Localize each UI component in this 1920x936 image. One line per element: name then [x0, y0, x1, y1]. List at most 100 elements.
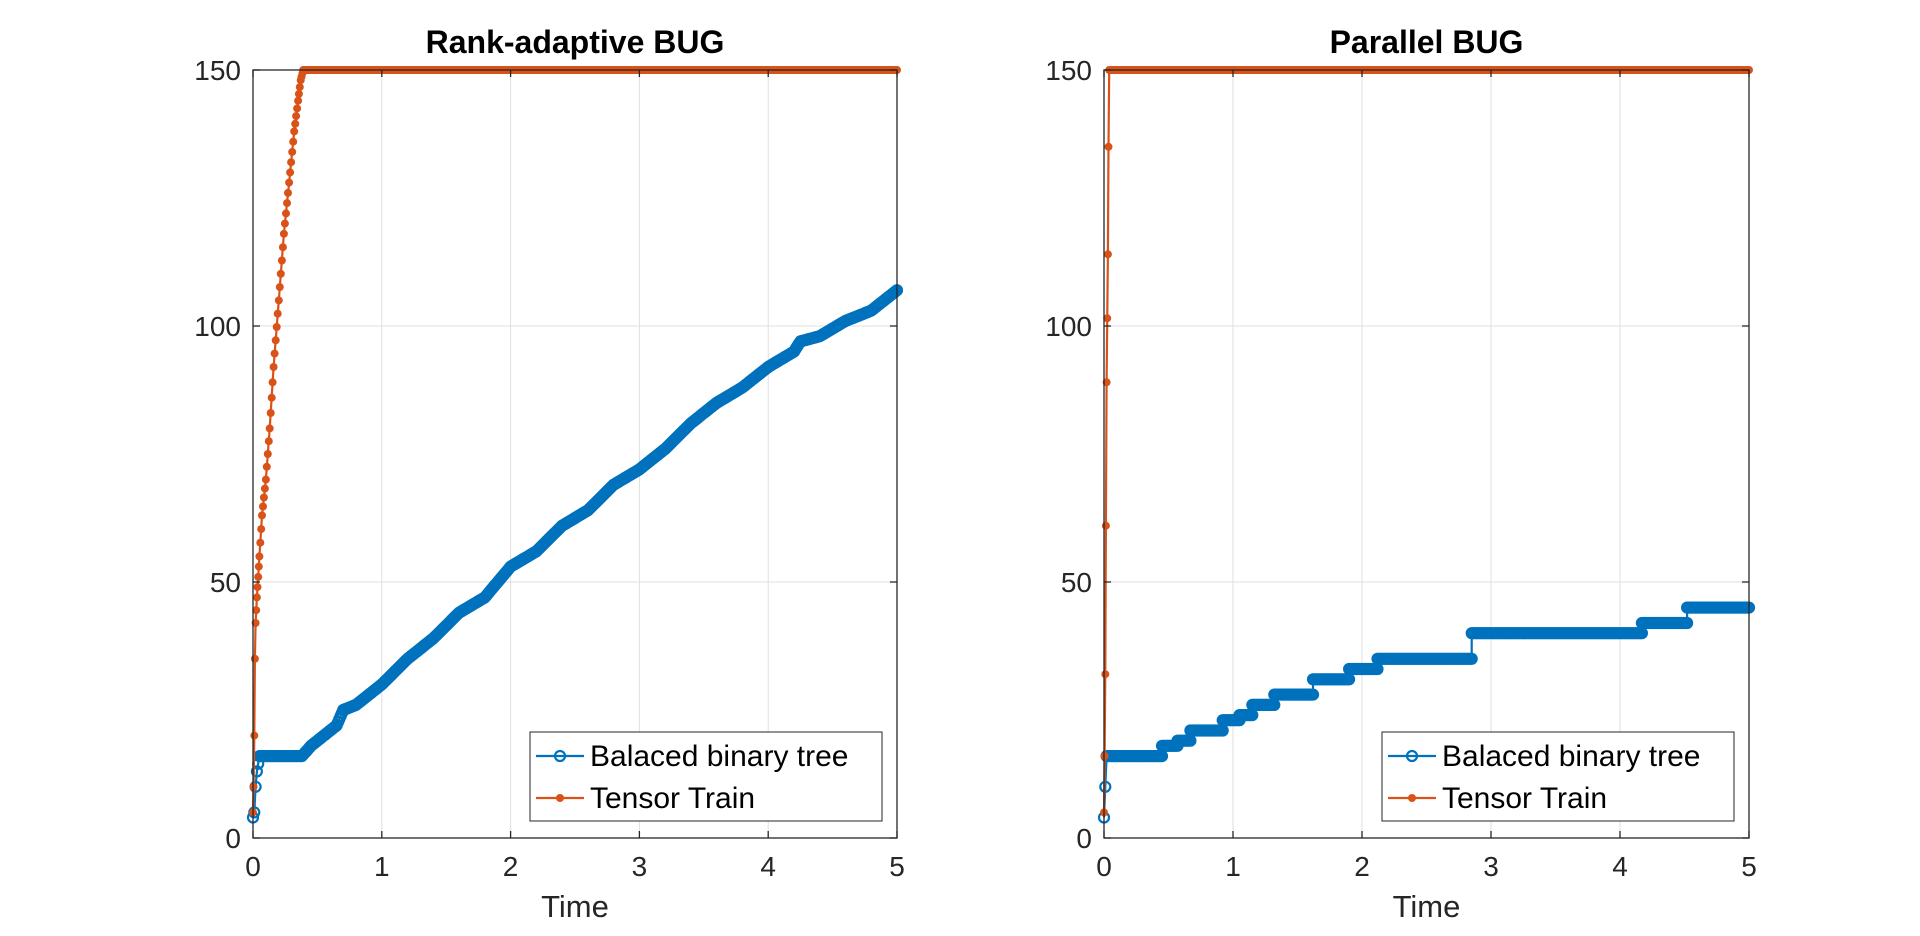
- y-tick-label: 0: [1076, 823, 1092, 854]
- data-point: [290, 127, 299, 136]
- legend-entry: Tensor Train: [536, 782, 755, 815]
- data-point: [254, 572, 263, 581]
- data-point: [276, 269, 285, 278]
- legend-marker: [1408, 794, 1416, 802]
- data-point: [262, 462, 271, 471]
- legend-marker: [553, 749, 567, 763]
- data-point: [285, 178, 294, 187]
- data-point: [263, 449, 272, 458]
- data-point: [283, 188, 292, 197]
- data-point: [251, 619, 260, 628]
- data-point: [261, 475, 270, 484]
- x-tick-label: 4: [760, 851, 776, 882]
- data-point: [288, 147, 297, 156]
- legend-box: [1381, 731, 1735, 822]
- legend-label: Tensor Train: [590, 782, 755, 815]
- data-point: [269, 362, 278, 371]
- x-tick-label: 4: [1612, 851, 1628, 882]
- legend-label: Tensor Train: [1442, 782, 1607, 815]
- x-axis-label: Time: [1393, 889, 1461, 924]
- data-point: [277, 256, 286, 265]
- data-point: [291, 119, 300, 128]
- data-point: [271, 336, 280, 345]
- data-point: [258, 502, 267, 511]
- data-point: [255, 552, 264, 561]
- series-balaced-binary-tree: [1097, 601, 1756, 824]
- data-point: [1103, 250, 1112, 259]
- data-point: [268, 378, 277, 387]
- x-tick-label: 2: [503, 851, 519, 882]
- x-tick-label: 0: [1096, 851, 1112, 882]
- data-point: [282, 199, 291, 208]
- data-point: [294, 89, 303, 98]
- y-tick-label: 150: [194, 55, 241, 86]
- data-point: [257, 525, 266, 534]
- data-point: [274, 296, 283, 305]
- plot-area: [1104, 70, 1749, 838]
- legend: Balaced binary tree Tensor Train: [1381, 731, 1735, 822]
- x-tick-label: 2: [1354, 851, 1370, 882]
- legend-marker: [1405, 749, 1419, 763]
- data-point: [252, 606, 261, 615]
- data-point: [1102, 378, 1111, 387]
- data-point: [292, 112, 301, 121]
- data-point: [1103, 314, 1112, 323]
- x-tick-label: 3: [1483, 851, 1499, 882]
- axes-frame: [1103, 69, 1750, 839]
- data-point: [275, 283, 284, 292]
- data-point: [1680, 616, 1694, 630]
- data-point: [279, 229, 288, 238]
- data-point: [259, 493, 268, 502]
- x-tick-label: 5: [1741, 851, 1757, 882]
- data-point: [260, 484, 269, 493]
- legend-entry: Balaced binary tree: [1388, 740, 1701, 773]
- y-tick-label: 0: [225, 823, 241, 854]
- legend-label: Balaced binary tree: [1442, 740, 1701, 773]
- x-tick-label: 1: [1225, 851, 1241, 882]
- chart-title: Rank-adaptive BUG: [426, 24, 725, 60]
- y-tick-label: 100: [1045, 311, 1092, 342]
- x-tick-label: 3: [632, 851, 648, 882]
- legend-label: Balaced binary tree: [590, 740, 849, 773]
- data-point: [280, 219, 289, 228]
- data-point: [281, 209, 290, 218]
- data-point: [250, 765, 263, 778]
- data-point: [1101, 670, 1110, 679]
- x-tick-label: 5: [889, 851, 905, 882]
- y-tick-label: 150: [1045, 55, 1092, 86]
- y-tick-label: 50: [1061, 567, 1092, 598]
- data-point: [254, 562, 263, 571]
- data-point: [273, 309, 282, 318]
- data-point: [250, 731, 259, 740]
- data-point: [1306, 688, 1320, 701]
- data-point: [286, 168, 295, 177]
- data-point: [265, 424, 274, 433]
- data-point: [293, 104, 302, 113]
- legend: Balaced binary tree Tensor Train: [529, 731, 883, 822]
- data-point: [294, 96, 303, 105]
- data-point: [289, 137, 298, 146]
- data-point: [253, 583, 262, 592]
- data-point: [278, 243, 287, 252]
- axes-frame: [252, 69, 898, 839]
- data-point: [1104, 142, 1113, 151]
- data-point: [270, 349, 279, 358]
- x-axis-label: Time: [541, 889, 609, 924]
- data-point: [252, 593, 261, 602]
- chart-title: Parallel BUG: [1330, 24, 1524, 60]
- legend-entry: Tensor Train: [1388, 782, 1607, 815]
- x-tick-label: 1: [374, 851, 390, 882]
- legend-marker: [556, 794, 564, 802]
- data-point: [264, 437, 273, 446]
- legend-box: [529, 731, 883, 822]
- grid-lines: [1104, 70, 1749, 838]
- data-point: [267, 393, 276, 402]
- data-point: [256, 538, 265, 547]
- data-point: [1465, 652, 1478, 665]
- y-tick-label: 100: [194, 311, 241, 342]
- data-point: [266, 408, 275, 417]
- x-tick-label: 0: [245, 851, 261, 882]
- legend-entry: Balaced binary tree: [536, 740, 849, 773]
- y-tick-label: 50: [210, 567, 241, 598]
